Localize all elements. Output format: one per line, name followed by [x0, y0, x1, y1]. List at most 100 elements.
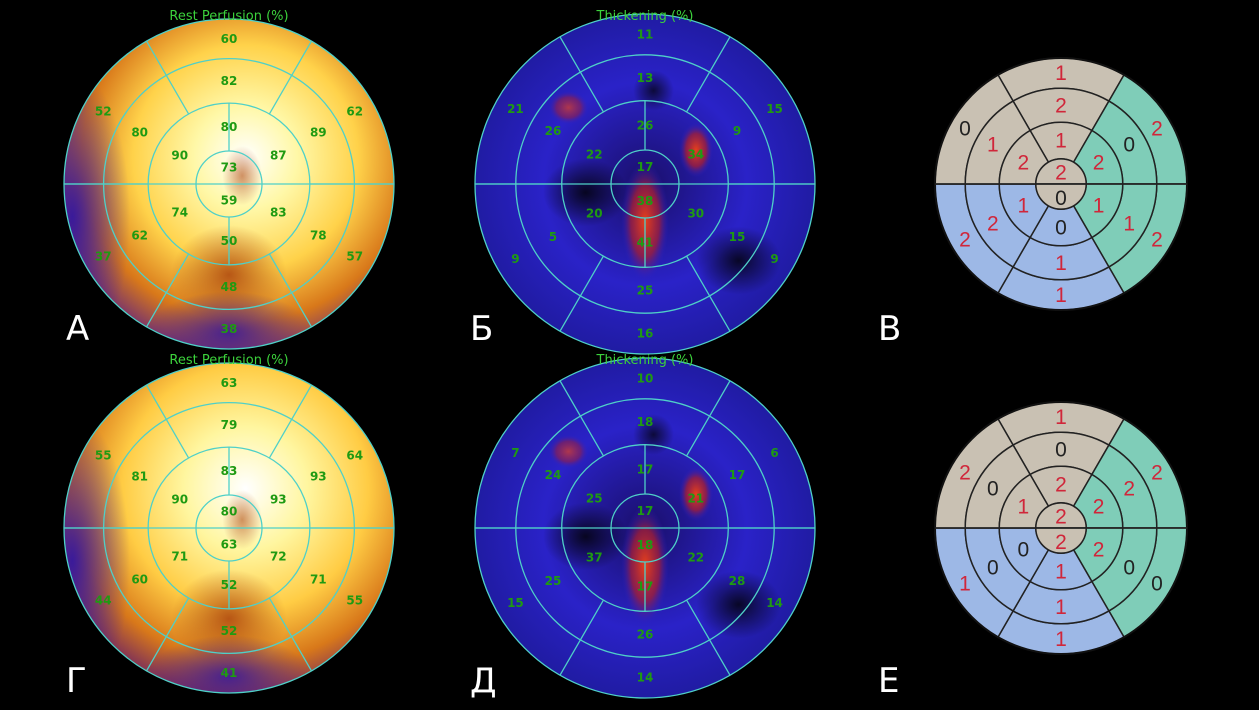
apex-segment	[1035, 158, 1087, 185]
apex-score: 2	[1055, 506, 1067, 529]
grid-spoke	[686, 36, 731, 113]
segment-value: 74	[171, 205, 188, 219]
score-value: 2	[1093, 539, 1105, 562]
segment-value: 22	[687, 550, 704, 564]
segment-value: 41	[221, 666, 238, 680]
score-value: 1	[1055, 62, 1067, 85]
grid-spoke	[145, 40, 190, 115]
score-value: 0	[1123, 556, 1135, 579]
panel-5: Thickening (%) 10 6 14 14 15 7 18 17 28 26 25 24 17 21…	[470, 353, 816, 701]
segment-value: 28	[729, 574, 746, 588]
score-value: 0	[987, 556, 999, 579]
grid-spoke	[559, 255, 604, 332]
score-value: 1	[1018, 195, 1030, 218]
segment-value: 78	[310, 229, 327, 243]
score-value: 2	[1151, 118, 1163, 141]
segment-value: 7	[511, 446, 519, 460]
score-value: 1	[1055, 406, 1067, 429]
score-value: 2	[1151, 228, 1163, 251]
apex-value: 59	[221, 194, 238, 208]
apex-value: 73	[221, 161, 238, 175]
grid-spoke	[268, 597, 313, 672]
segment-value: 79	[221, 418, 238, 432]
segment-value: 71	[171, 549, 188, 563]
segment-value: 16	[637, 327, 654, 341]
segment-value: 25	[637, 283, 654, 297]
score-value: 1	[1055, 284, 1067, 307]
segment-value: 17	[637, 580, 654, 594]
score-value: 1	[1055, 252, 1067, 275]
segment-value: 52	[221, 578, 238, 592]
segment-value: 52	[95, 104, 112, 118]
grid-spoke	[686, 255, 731, 332]
segment-value: 52	[221, 624, 238, 638]
segment-value: 57	[346, 250, 363, 264]
segment-value: 55	[346, 594, 363, 608]
panel-2: Thickening (%) 11 15 9 16 9 21 13 9 15 25 5 26 26 34 30…	[470, 9, 816, 355]
segment-value: 20	[586, 206, 603, 220]
segment-value: 71	[310, 573, 327, 587]
score-value: 2	[1123, 478, 1135, 501]
segment-value: 38	[221, 322, 238, 336]
segment-value: 41	[637, 236, 654, 250]
score-value: 0	[1123, 134, 1135, 157]
score-value: 2	[1093, 151, 1105, 174]
score-value: 2	[987, 212, 999, 235]
segment-value: 14	[766, 596, 783, 610]
apex-segment	[1035, 502, 1087, 529]
apex-value: 17	[637, 504, 654, 518]
grid-spoke	[559, 36, 604, 113]
segment-value: 64	[346, 448, 363, 462]
segment-value: 93	[270, 493, 287, 507]
grid-spoke	[145, 384, 190, 459]
panel-title: Rest Perfusion (%)	[169, 353, 288, 368]
segment-value: 13	[637, 71, 654, 85]
panel-title: Thickening (%)	[596, 9, 694, 24]
grid-spoke	[268, 253, 313, 328]
segment-value: 26	[637, 627, 654, 641]
score-value: 2	[1093, 495, 1105, 518]
panel-letter: Г	[66, 661, 87, 701]
segment-value: 72	[270, 549, 287, 563]
segment-value: 83	[221, 464, 238, 478]
segment-value: 9	[770, 252, 778, 266]
score-value: 2	[959, 228, 971, 251]
segment-value: 14	[637, 671, 654, 685]
panel-letter: Е	[878, 661, 899, 701]
segment-value: 60	[221, 32, 238, 46]
segment-value: 17	[637, 462, 654, 476]
segment-value: 83	[270, 205, 287, 219]
segment-value: 26	[637, 118, 654, 132]
score-value: 1	[1055, 130, 1067, 153]
segment-value: 44	[95, 594, 112, 608]
apex-segment	[1035, 183, 1087, 210]
segment-value: 90	[171, 149, 188, 163]
segment-value: 17	[729, 468, 746, 482]
segment-value: 82	[221, 74, 238, 88]
grid-spoke	[145, 253, 190, 328]
segment-value: 5	[549, 230, 557, 244]
score-value: 2	[1018, 151, 1030, 174]
segment-value: 37	[95, 250, 112, 264]
apex-value: 17	[637, 160, 654, 174]
score-value: 1	[1093, 195, 1105, 218]
grid-spoke	[686, 599, 731, 676]
score-value: 1	[1123, 212, 1135, 235]
segment-value: 55	[95, 448, 112, 462]
score-value: 0	[1151, 572, 1163, 595]
segment-value: 60	[131, 573, 148, 587]
panel-title: Rest Perfusion (%)	[169, 9, 288, 24]
apex-score: 0	[1055, 187, 1067, 210]
score-value: 1	[1055, 596, 1067, 619]
panel-letter: В	[878, 309, 901, 349]
segment-value: 62	[131, 229, 148, 243]
segment-value: 80	[221, 120, 238, 134]
segment-value: 15	[507, 596, 524, 610]
score-value: 0	[1055, 438, 1067, 461]
segment-value: 62	[346, 104, 363, 118]
segment-value: 9	[733, 124, 741, 138]
apex-value: 80	[221, 505, 238, 519]
